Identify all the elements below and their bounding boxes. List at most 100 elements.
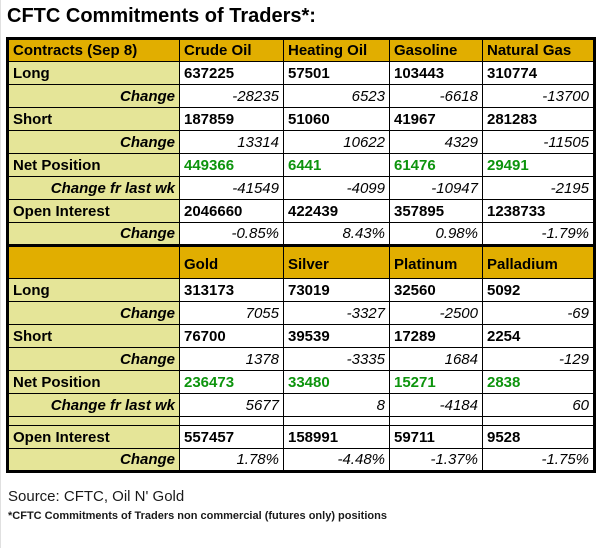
cell-value (283, 416, 390, 426)
table-row: Change 7055 -3327 -2500 -69 (7, 301, 595, 325)
cell-value: 5092 (482, 278, 595, 302)
row-label: Open Interest (7, 425, 180, 449)
row-label: Change (7, 448, 180, 472)
column-header (7, 244, 180, 279)
cell-value: 76700 (179, 324, 284, 348)
cell-value: 449366 (179, 153, 284, 177)
cell-value: 60 (482, 393, 595, 417)
cell-value: -13700 (482, 84, 595, 108)
row-label: Change (7, 347, 180, 371)
cell-value: -28235 (179, 84, 284, 108)
cell-value: -10947 (389, 176, 483, 200)
cell-value: 8.43% (283, 222, 390, 246)
cell-value: 2046660 (179, 199, 284, 223)
row-label (7, 416, 180, 426)
cell-value: 1.78% (179, 448, 284, 472)
cell-value: -129 (482, 347, 595, 371)
row-label: Change (7, 130, 180, 154)
cell-value: -4184 (389, 393, 483, 417)
column-header: Gasoline (389, 38, 483, 62)
cell-value: -1.79% (482, 222, 595, 246)
table-row: Open Interest 557457 158991 59711 9528 (7, 425, 595, 449)
cell-value (179, 416, 284, 426)
cell-value: 10622 (283, 130, 390, 154)
source-text: Source: CFTC, Oil N' Gold (8, 488, 185, 505)
row-label: Open Interest (7, 199, 180, 223)
cell-value: 103443 (389, 61, 483, 85)
cell-value: 9528 (482, 425, 595, 449)
row-label: Short (7, 324, 180, 348)
cell-value: -69 (482, 301, 595, 325)
cell-value (482, 416, 595, 426)
cell-value: 236473 (179, 370, 284, 394)
cell-value: 6441 (283, 153, 390, 177)
cell-value: 73019 (283, 278, 390, 302)
row-label: Long (7, 61, 180, 85)
table-row: Open Interest 2046660 422439 357895 1238733 (7, 199, 595, 223)
cell-value: 4329 (389, 130, 483, 154)
table-row: Change 1378 -3335 1684 -129 (7, 347, 595, 371)
table-row: Change -0.85% 8.43% 0.98% -1.79% (7, 222, 595, 246)
cell-value: -1.75% (482, 448, 595, 472)
column-header: Natural Gas (482, 38, 595, 62)
column-header: Platinum (389, 244, 483, 279)
cell-value: -3327 (283, 301, 390, 325)
cell-value: 281283 (482, 107, 595, 131)
row-label: Change fr last wk (7, 176, 180, 200)
table-row: Short 76700 39539 17289 2254 (7, 324, 595, 348)
row-label: Short (7, 107, 180, 131)
cell-value: 5677 (179, 393, 284, 417)
row-label: Net Position (7, 153, 180, 177)
table-row: Net Position 449366 6441 61476 29491 (7, 153, 595, 177)
footnote-text: *CFTC Commitments of Traders non commerc… (8, 510, 387, 522)
table-row (7, 416, 595, 426)
cell-value: -0.85% (179, 222, 284, 246)
cell-value: -1.37% (389, 448, 483, 472)
cell-value: 29491 (482, 153, 595, 177)
table-row: Change fr last wk -41549 -4099 -10947 -2195 (7, 176, 595, 200)
row-label: Change (7, 301, 180, 325)
cell-value: 158991 (283, 425, 390, 449)
cell-value: -4.48% (283, 448, 390, 472)
cell-value: 33480 (283, 370, 390, 394)
cell-value: -2195 (482, 176, 595, 200)
cell-value: 187859 (179, 107, 284, 131)
cell-value: 15271 (389, 370, 483, 394)
table-row: Change 13314 10622 4329 -11505 (7, 130, 595, 154)
table-row: Long 637225 57501 103443 310774 (7, 61, 595, 85)
header-row: Gold Silver Platinum Palladium (7, 244, 595, 279)
cell-value: -4099 (283, 176, 390, 200)
table-row: Short 187859 51060 41967 281283 (7, 107, 595, 131)
cell-value: 41967 (389, 107, 483, 131)
cell-value: 1684 (389, 347, 483, 371)
cell-value: 8 (283, 393, 390, 417)
cell-value: 51060 (283, 107, 390, 131)
cell-value: 1378 (179, 347, 284, 371)
column-header: Silver (283, 244, 390, 279)
column-header: Gold (179, 244, 284, 279)
cell-value: -6618 (389, 84, 483, 108)
cell-value: 61476 (389, 153, 483, 177)
cell-value: 1238733 (482, 199, 595, 223)
cell-value: -11505 (482, 130, 595, 154)
cot-table: Contracts (Sep 8) Crude Oil Heating Oil Gas… (6, 37, 596, 473)
table-row: Long 313173 73019 32560 5092 (7, 278, 595, 302)
column-header: Palladium (482, 244, 595, 279)
row-label: Long (7, 278, 180, 302)
column-header: Heating Oil (283, 38, 390, 62)
cell-value: 313173 (179, 278, 284, 302)
row-label: Net Position (7, 370, 180, 394)
cell-value (389, 416, 483, 426)
cell-value: 0.98% (389, 222, 483, 246)
cell-value: 39539 (283, 324, 390, 348)
cell-value: 637225 (179, 61, 284, 85)
row-label: Change (7, 84, 180, 108)
cell-value: -3335 (283, 347, 390, 371)
row-label: Change (7, 222, 180, 246)
column-header: Contracts (Sep 8) (7, 38, 180, 62)
table-row: Net Position 236473 33480 15271 2838 (7, 370, 595, 394)
cell-value: 357895 (389, 199, 483, 223)
cell-value: 17289 (389, 324, 483, 348)
cell-value: 557457 (179, 425, 284, 449)
